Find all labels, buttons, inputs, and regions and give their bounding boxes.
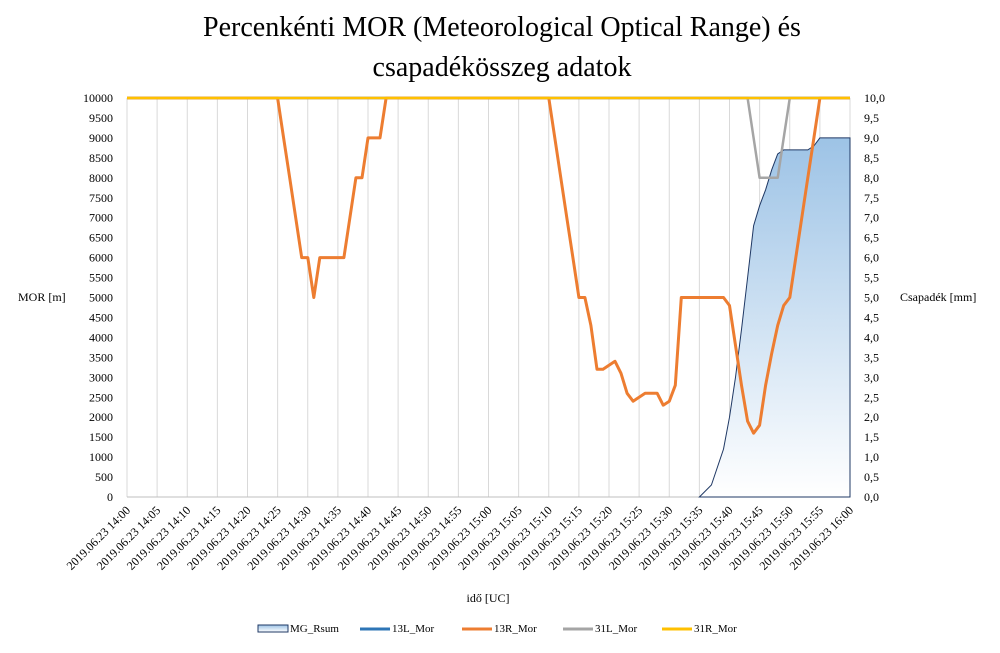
y-right-tick-label: 5,0: [864, 291, 879, 305]
y-right-tick-label: 9,0: [864, 131, 879, 145]
y-left-tick-label: 10000: [83, 91, 113, 105]
y-left-tick-label: 2000: [89, 410, 113, 424]
y-right-tick-label: 10,0: [864, 91, 885, 105]
y-left-tick-label: 6500: [89, 231, 113, 245]
y-right-tick-label: 4,0: [864, 330, 879, 344]
y-right-tick-label: 2,0: [864, 410, 879, 424]
y-axis-right: 0,0 0,5 1,0 1,5 2,0 2,5 3,0 3,5 4,0 4,5 5,0 5,5 6,0 6…: [864, 91, 885, 504]
y-left-tick-label: 8000: [89, 171, 113, 185]
y-left-tick-label: 5000: [89, 291, 113, 305]
y-left-tick-label: 7000: [89, 211, 113, 225]
series-mg-rsum: [698, 137, 851, 498]
y-left-tick-label: 2500: [89, 390, 113, 404]
series-13r-mor: [127, 96, 850, 435]
legend-swatch: [257, 624, 289, 633]
legend: MG_Rsum 13L_Mor 13R_Mor 31L_Mor 31R_Mor: [257, 623, 737, 635]
y-left-tick-label: 1500: [89, 430, 113, 444]
y-right-tick-label: 3,5: [864, 350, 879, 364]
y-left-tick-label: 3500: [89, 350, 113, 364]
y-right-tick-label: 4,5: [864, 310, 879, 324]
line-series: [127, 96, 850, 435]
y-left-tick-label: 5500: [89, 271, 113, 285]
x-axis-title: idő [UC]: [467, 591, 510, 605]
y-right-tick-label: 3,0: [864, 370, 879, 384]
y-left-tick-label: 500: [95, 470, 113, 484]
legend-label: MG_Rsum: [290, 623, 339, 635]
legend-label: 31R_Mor: [694, 623, 737, 635]
y-right-tick-label: 8,0: [864, 171, 879, 185]
y-right-tick-label: 0,0: [864, 490, 879, 504]
y-left-tick-label: 6000: [89, 251, 113, 265]
y-right-tick-label: 8,5: [864, 151, 879, 165]
y-left-tick-label: 7500: [89, 191, 113, 205]
y-left-tick-label: 9500: [89, 111, 113, 125]
legend-label: 13L_Mor: [392, 623, 435, 635]
y-left-tick-label: 9000: [89, 131, 113, 145]
y-right-tick-label: 7,5: [864, 191, 879, 205]
area-series: [698, 137, 851, 498]
y-right-tick-label: 5,5: [864, 271, 879, 285]
y-left-tick-label: 4500: [89, 310, 113, 324]
y-axis-right-title: Csapadék [mm]: [900, 290, 976, 304]
y-right-tick-label: 2,5: [864, 390, 879, 404]
chart-title-line2: csapadékösszeg adatok: [373, 52, 632, 83]
y-right-tick-label: 9,5: [864, 111, 879, 125]
y-axis-left: 0 500 1000 1500 2000 2500 3000 3500 4000 4500 5000…: [83, 91, 113, 504]
chart-title-line1: Percenkénti MOR (Meteorological Optical …: [203, 12, 801, 43]
y-right-tick-label: 0,5: [864, 470, 879, 484]
y-right-tick-label: 1,0: [864, 450, 879, 464]
y-right-tick-label: 6,5: [864, 231, 879, 245]
y-left-tick-label: 4000: [89, 330, 113, 344]
series-31l-mor: [127, 96, 850, 180]
y-right-tick-label: 6,0: [864, 251, 879, 265]
legend-label: 13R_Mor: [494, 623, 537, 635]
y-axis-left-title: MOR [m]: [18, 290, 66, 304]
y-left-tick-label: 3000: [89, 370, 113, 384]
y-left-tick-label: 0: [107, 490, 113, 504]
legend-label: 31L_Mor: [595, 623, 638, 635]
y-right-tick-label: 7,0: [864, 211, 879, 225]
y-left-tick-label: 8500: [89, 151, 113, 165]
y-left-tick-label: 1000: [89, 450, 113, 464]
y-right-tick-label: 1,5: [864, 430, 879, 444]
